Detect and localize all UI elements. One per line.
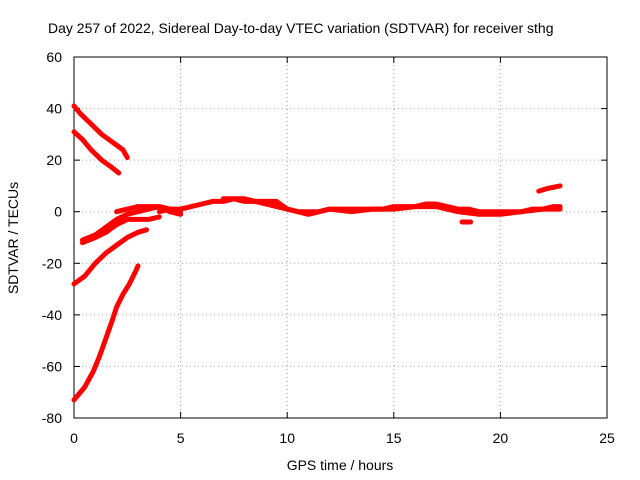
- series-arc-a: [71, 103, 130, 161]
- x-tick-label: 10: [279, 430, 295, 446]
- x-tick-label: 25: [599, 430, 615, 446]
- y-tick-label: 40: [46, 101, 62, 117]
- y-tick-label: 60: [46, 49, 62, 65]
- y-tick-label: 0: [54, 204, 62, 220]
- series-arc-c: [71, 263, 141, 403]
- x-tick-label: 0: [70, 430, 78, 446]
- y-tick-label: 20: [46, 152, 62, 168]
- x-tick-label: 15: [386, 430, 402, 446]
- grid: [74, 57, 607, 418]
- chart-title: Day 257 of 2022, Sidereal Day-to-day VTE…: [48, 20, 554, 36]
- x-axis-label: GPS time / hours: [287, 457, 394, 473]
- y-tick-label: -20: [42, 255, 62, 271]
- x-tick-label: 20: [493, 430, 509, 446]
- axis-ticks: 0 5 10 15 20 25 -80 -60 -40 -20 0 20 40 60: [42, 49, 615, 446]
- plot-frame: [73, 56, 608, 419]
- series-main-b: [220, 196, 563, 217]
- y-tick-label: -80: [42, 410, 62, 426]
- series-arc-i: [536, 183, 563, 194]
- x-tick-label: 5: [177, 430, 185, 446]
- y-tick-label: -40: [42, 307, 62, 323]
- y-axis-label: SDTVAR / TECUs: [5, 182, 21, 294]
- series-arc-b: [71, 129, 122, 176]
- y-tick-label: -60: [42, 358, 62, 374]
- series-arc-d: [71, 227, 149, 287]
- data-series: [71, 103, 563, 403]
